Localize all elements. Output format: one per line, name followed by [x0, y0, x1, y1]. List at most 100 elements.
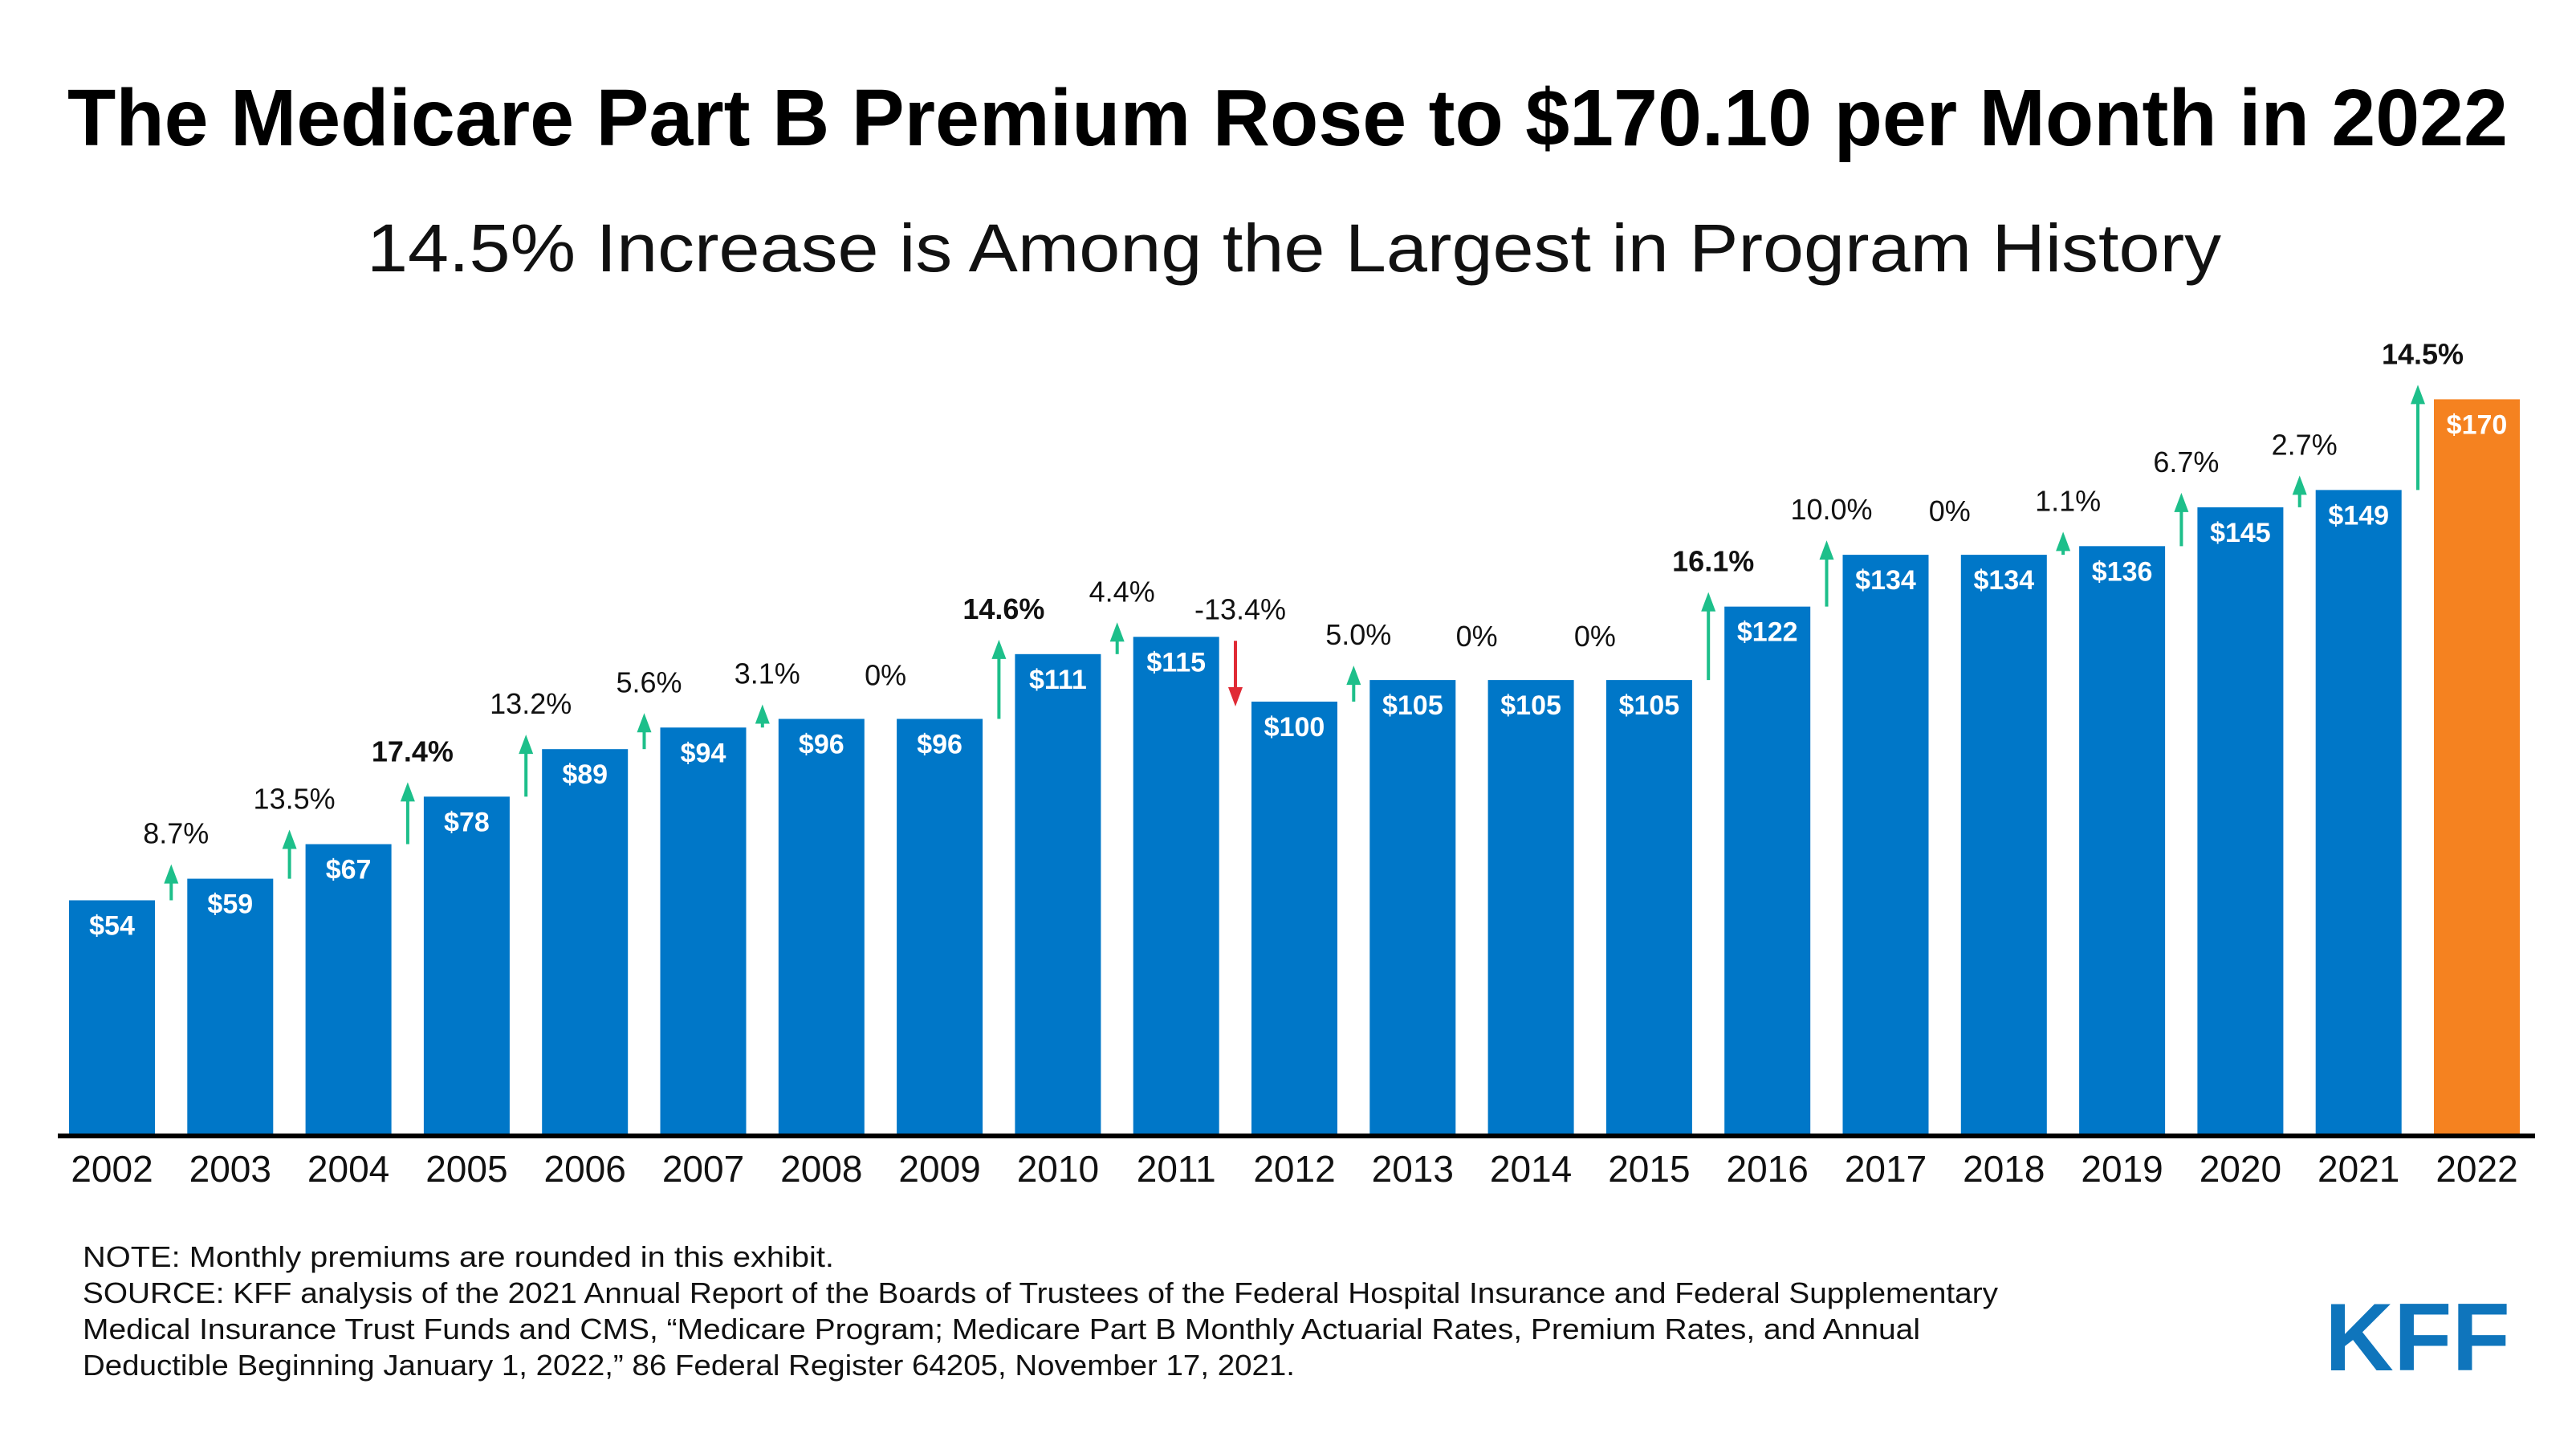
increase-arrowhead-icon — [1109, 622, 1125, 642]
bar-2003 — [187, 878, 274, 1134]
bar-value-label: $78 — [444, 807, 490, 837]
labels: $54 $59 8.7% $67 13.5% $78 17.4% $89 13.2% $94 5.6… — [89, 337, 2507, 941]
pct-change-label: 16.1% — [1672, 545, 1754, 578]
footnote-source-line-2: Medical Insurance Trust Funds and CMS, “… — [83, 1313, 1920, 1345]
x-tick-label: 2009 — [898, 1148, 980, 1190]
footnote-note: NOTE: Monthly premiums are rounded in th… — [83, 1240, 834, 1273]
bar-value-label: $134 — [1855, 565, 1916, 596]
increase-arrowhead-icon — [282, 829, 297, 849]
bar-value-label: $149 — [2328, 500, 2389, 531]
bar-value-label: $96 — [917, 730, 962, 760]
x-tick-label: 2007 — [662, 1148, 744, 1190]
bar-value-label: $115 — [1146, 647, 1206, 678]
bar-2010 — [1015, 653, 1101, 1134]
pct-change-label: 0% — [865, 659, 906, 692]
bar-2015 — [1605, 680, 1692, 1134]
x-axis-tick-labels: 2002 2003 2004 2005 2006 2007 2008 2009 2010 2011… — [71, 1148, 2517, 1190]
x-tick-label: 2012 — [1253, 1148, 1335, 1190]
x-tick-label: 2011 — [1137, 1148, 1216, 1190]
bar-value-label: $105 — [1619, 690, 1680, 721]
bar-value-label: $145 — [2210, 518, 2271, 548]
change-arrows — [164, 385, 2425, 901]
increase-arrowhead-icon — [519, 735, 534, 755]
bar-2005 — [423, 796, 510, 1134]
x-tick-label: 2008 — [780, 1148, 862, 1190]
x-tick-label: 2018 — [1963, 1148, 2045, 1190]
bar-2018 — [1960, 555, 2047, 1134]
x-tick-label: 2014 — [1490, 1148, 1572, 1190]
bar-2022 — [2434, 399, 2520, 1134]
x-tick-label: 2002 — [71, 1148, 153, 1190]
increase-arrowhead-icon — [2056, 531, 2071, 552]
bar-value-label: $134 — [1973, 565, 2034, 596]
x-tick-label: 2021 — [2318, 1148, 2399, 1190]
increase-arrowhead-icon — [164, 864, 179, 884]
bar-2002 — [69, 900, 155, 1134]
bar-value-label: $111 — [1029, 665, 1087, 695]
bar-2009 — [897, 718, 983, 1134]
x-tick-label: 2013 — [1372, 1148, 1454, 1190]
decrease-arrowhead-icon — [1228, 687, 1243, 706]
bar-value-label: $105 — [1500, 690, 1561, 721]
bar-value-label: $89 — [562, 759, 608, 790]
increase-arrowhead-icon — [755, 704, 770, 724]
pct-change-label: 14.6% — [962, 592, 1044, 625]
footnote-source-line-3: Deductible Beginning January 1, 2022,” 8… — [83, 1349, 1295, 1382]
chart-subtitle: 14.5% Increase is Among the Largest in P… — [367, 210, 2221, 286]
pct-change-label: 10.0% — [1790, 493, 1872, 526]
x-tick-label: 2015 — [1608, 1148, 1690, 1190]
increase-arrowhead-icon — [2292, 475, 2307, 495]
bar-2012 — [1251, 702, 1337, 1134]
x-tick-label: 2005 — [425, 1148, 507, 1190]
increase-arrowhead-icon — [1346, 666, 1361, 686]
bar-value-label: $67 — [326, 855, 372, 885]
x-tick-label: 2019 — [2081, 1148, 2163, 1190]
bar-2011 — [1133, 637, 1219, 1134]
increase-arrowhead-icon — [400, 782, 415, 802]
bar-value-label: $122 — [1737, 617, 1798, 648]
pct-change-label: 0% — [1574, 620, 1616, 653]
pct-change-label: 5.6% — [616, 666, 682, 698]
increase-arrowhead-icon — [991, 639, 1007, 659]
x-tick-label: 2022 — [2436, 1148, 2517, 1190]
bar-2021 — [2315, 490, 2402, 1134]
pct-change-label: 14.5% — [2382, 337, 2464, 370]
bar-value-label: $59 — [207, 889, 253, 920]
x-tick-label: 2003 — [189, 1148, 271, 1190]
bar-2014 — [1487, 680, 1574, 1134]
bar-value-label: $170 — [2447, 409, 2508, 440]
bars — [69, 399, 2520, 1134]
x-tick-label: 2016 — [1727, 1148, 1809, 1190]
bar-2017 — [1842, 555, 1929, 1134]
bar-2013 — [1369, 680, 1456, 1134]
pct-change-label: 2.7% — [2272, 428, 2338, 461]
pct-change-label: 0% — [1456, 620, 1498, 653]
kff-logo: KFF — [2325, 1284, 2510, 1391]
pct-change-label: 6.7% — [2153, 446, 2219, 478]
increase-arrowhead-icon — [637, 713, 652, 733]
pct-change-label: 3.1% — [735, 657, 800, 690]
chart-title: The Medicare Part B Premium Rose to $170… — [67, 73, 2508, 163]
bar-2004 — [305, 844, 392, 1134]
pct-change-label: -13.4% — [1194, 592, 1286, 625]
pct-change-label: 13.2% — [490, 687, 572, 720]
x-tick-label: 2006 — [544, 1148, 626, 1190]
pct-change-label: 1.1% — [2035, 484, 2101, 517]
pct-change-label: 0% — [1929, 495, 1971, 527]
bar-2008 — [778, 718, 865, 1134]
x-tick-label: 2017 — [1845, 1148, 1927, 1190]
increase-arrowhead-icon — [1819, 540, 1834, 560]
bar-value-label: $54 — [89, 910, 135, 941]
bar-value-label: $105 — [1382, 690, 1443, 721]
bar-value-label: $94 — [681, 738, 726, 768]
pct-change-label: 4.4% — [1089, 575, 1155, 608]
bar-value-label: $100 — [1264, 712, 1325, 743]
x-tick-label: 2004 — [307, 1148, 389, 1190]
pct-change-label: 13.5% — [254, 783, 336, 816]
pct-change-label: 17.4% — [372, 735, 454, 767]
increase-arrowhead-icon — [2174, 492, 2189, 512]
bar-2007 — [660, 727, 747, 1134]
bar-2016 — [1724, 606, 1811, 1134]
bar-2020 — [2197, 507, 2284, 1134]
